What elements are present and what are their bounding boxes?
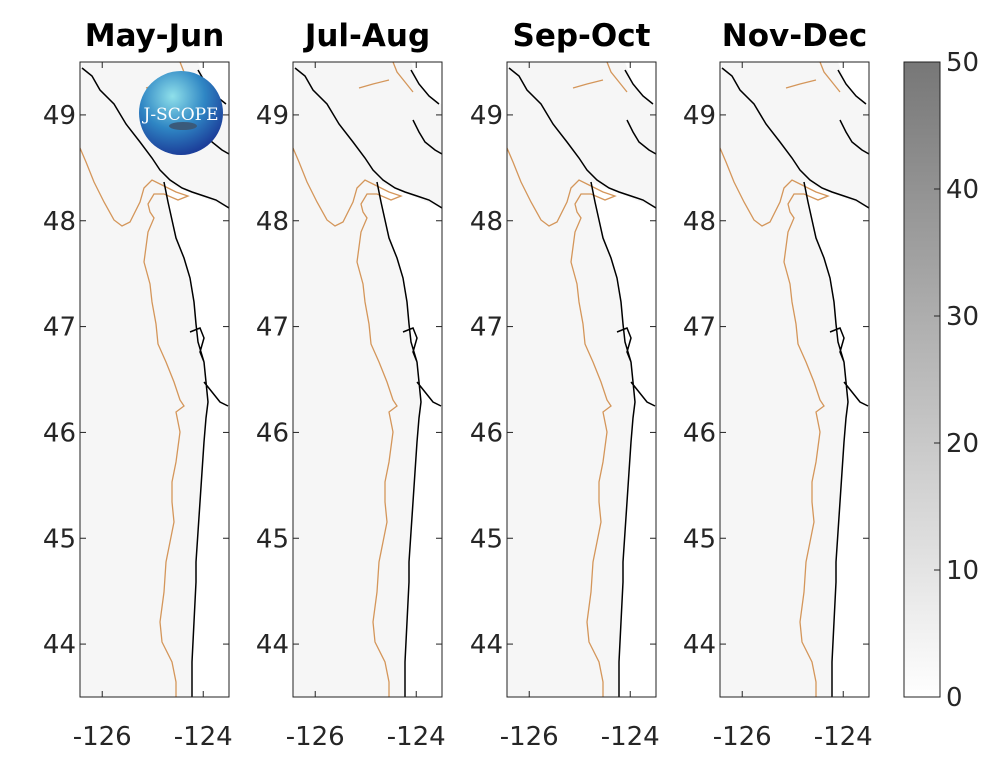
ytick-label: 45 — [43, 524, 76, 554]
xtick-label: -126 — [500, 722, 559, 752]
map-lines — [292, 61, 443, 697]
xtick-label: -124 — [387, 722, 446, 752]
colorbar-tick-label: 10 — [946, 556, 979, 586]
ytick-label: 45 — [470, 524, 503, 554]
ytick-label: 44 — [470, 630, 503, 660]
ytick-label: 47 — [683, 313, 716, 343]
ytick-label: 44 — [256, 630, 289, 660]
xtick-label: -124 — [814, 722, 873, 752]
panel-title: Sep-Oct — [513, 18, 651, 54]
xtick-label: -124 — [601, 722, 660, 752]
map-panel-2: Jul-Aug 44 45 46 47 48 49 -126 -124 — [256, 18, 446, 752]
panel-frame — [79, 61, 230, 698]
xtick-label: -126 — [286, 722, 345, 752]
map-panel-1: May-Jun 44 45 46 47 48 49 -126 -124 — [43, 18, 233, 752]
ytick-label: 44 — [683, 630, 716, 660]
ytick-label: 49 — [470, 101, 503, 131]
coastline — [508, 67, 657, 697]
ytick-label: 48 — [256, 207, 289, 237]
ytick-label: 46 — [256, 418, 289, 448]
map-lines — [719, 61, 870, 697]
isobath-contour — [719, 61, 841, 697]
land — [804, 62, 869, 697]
isobath-contour — [292, 61, 414, 697]
ytick-label: 48 — [43, 207, 76, 237]
panel-frame — [292, 61, 443, 698]
j-scope-logo: J-SCOPE — [139, 71, 223, 155]
map-panel-4: Nov-Dec 44 45 46 47 48 49 -126 -124 — [683, 18, 873, 752]
xtick-label: -126 — [713, 722, 772, 752]
colorbar-tick-label: 20 — [946, 429, 979, 459]
ytick-label: 47 — [43, 313, 76, 343]
xtick-label: -126 — [73, 722, 132, 752]
ytick-label: 49 — [683, 101, 716, 131]
ytick-label: 46 — [43, 418, 76, 448]
colorbar-tick-label: 40 — [946, 175, 979, 205]
land — [164, 62, 229, 697]
land — [591, 62, 656, 697]
ytick-label: 48 — [683, 207, 716, 237]
ytick-label: 49 — [256, 101, 289, 131]
panel-title: Nov-Dec — [722, 18, 867, 54]
panel-frame — [719, 61, 870, 698]
land — [377, 62, 442, 697]
panel-frame — [506, 61, 657, 698]
isobath-contour — [506, 61, 628, 697]
ytick-label: 45 — [683, 524, 716, 554]
colorbar-tick-label: 0 — [946, 683, 963, 713]
ytick-label: 47 — [470, 313, 503, 343]
coastline — [721, 67, 870, 697]
map-panel-3: Sep-Oct 44 45 46 47 48 49 -126 -124 — [470, 18, 660, 752]
panel-title: Jul-Aug — [303, 18, 430, 54]
coastline — [81, 67, 230, 697]
ytick-label: 46 — [683, 418, 716, 448]
coastline — [294, 67, 443, 697]
ytick-label: 49 — [43, 101, 76, 131]
ytick-label: 45 — [256, 524, 289, 554]
colorbar-tick-label: 30 — [946, 302, 979, 332]
svg-text:J-SCOPE: J-SCOPE — [142, 105, 219, 125]
ytick-label: 47 — [256, 313, 289, 343]
xtick-label: -124 — [174, 722, 233, 752]
ytick-label: 44 — [43, 630, 76, 660]
map-lines — [506, 61, 657, 697]
colorbar: 0 10 20 30 40 50 — [903, 48, 979, 713]
colorbar-gradient — [903, 61, 941, 698]
panel-title: May-Jun — [85, 18, 225, 54]
colorbar-tick-label: 50 — [946, 48, 979, 78]
ytick-label: 48 — [470, 207, 503, 237]
ytick-label: 46 — [470, 418, 503, 448]
